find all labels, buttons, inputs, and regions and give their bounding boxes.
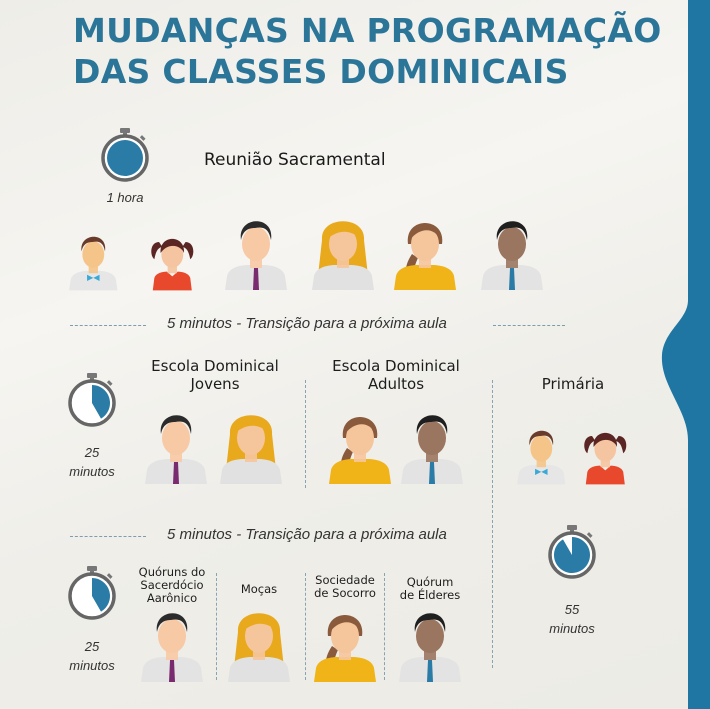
avatar-girl xyxy=(150,238,193,290)
avatar-blonde-woman xyxy=(228,613,290,682)
avatar-brunette-woman xyxy=(314,615,376,682)
avatar-boy xyxy=(516,430,566,484)
block2-time: 25 minutos xyxy=(69,637,115,675)
stopwatch-icon xyxy=(68,373,116,427)
stopwatch-icon xyxy=(101,128,149,182)
avatar-man xyxy=(145,415,207,484)
heading-line: de Élderes xyxy=(399,588,461,602)
stopwatch-fill xyxy=(107,140,143,176)
divider xyxy=(305,380,306,488)
heading-line: Sacerdócio xyxy=(140,578,204,592)
class-heading: Moças xyxy=(241,583,277,596)
divider xyxy=(216,573,217,680)
avatar-man xyxy=(141,613,203,682)
heading-line: Adultos xyxy=(367,375,425,393)
sacramental-time: 1 hora xyxy=(106,190,144,205)
class-heading: Quórum de Élderes xyxy=(400,576,460,602)
page-title: MUDANÇAS NA PROGRAMAÇÃO DAS CLASSES DOMI… xyxy=(73,10,662,92)
avatar-dark-man xyxy=(401,415,463,484)
stopwatch-fill xyxy=(553,537,590,573)
adult-sunday-school-heading: Escola Dominical Adultos xyxy=(332,357,460,393)
class-heading: Quóruns do Sacerdócio Aarônico xyxy=(139,566,206,605)
heading-line: Escola Dominical xyxy=(151,357,279,375)
divider xyxy=(70,536,146,537)
time-unit: minutos xyxy=(69,464,115,479)
title-line-1: MUDANÇAS NA PROGRAMAÇÃO xyxy=(73,11,662,50)
primary-time: 55 minutos xyxy=(549,600,595,638)
youth-sunday-school-heading: Escola Dominical Jovens xyxy=(151,357,279,393)
heading-line: Quórum xyxy=(406,575,454,589)
heading-line: Escola Dominical xyxy=(332,357,460,375)
divider xyxy=(493,325,565,326)
transition-text: 5 minutos - Transição para a próxima aul… xyxy=(167,526,447,543)
stopwatch-icon xyxy=(548,525,596,579)
time-number: 25 xyxy=(84,639,100,654)
time-number: 25 xyxy=(84,445,100,460)
divider xyxy=(305,573,306,680)
class-heading: Sociedade de Socorro xyxy=(314,574,376,600)
avatar-dark-man xyxy=(399,613,461,682)
avatar-boy xyxy=(68,236,118,290)
time-number: 55 xyxy=(564,602,580,617)
time-unit: minutos xyxy=(69,658,115,673)
sacramental-heading: Reunião Sacramental xyxy=(204,150,386,170)
avatar-blonde-woman xyxy=(312,221,374,290)
transition-text: 5 minutos - Transição para a próxima aul… xyxy=(167,315,447,332)
block1-time: 25 minutos xyxy=(69,443,115,481)
avatar-man xyxy=(225,221,287,290)
avatar-brunette-woman xyxy=(394,223,456,290)
heading-line: Aarônico xyxy=(146,591,198,605)
avatar-brunette-woman xyxy=(329,417,391,484)
title-line-2: DAS CLASSES DOMINICAIS xyxy=(73,52,569,91)
stopwatch-icon xyxy=(68,566,116,620)
heading-line: Sociedade xyxy=(315,573,375,587)
heading-line: Quóruns do xyxy=(138,565,206,579)
heading-line: Moças xyxy=(240,582,278,596)
divider xyxy=(492,380,493,668)
avatar-blonde-woman xyxy=(220,415,282,484)
divider xyxy=(384,573,385,680)
primary-heading: Primária xyxy=(541,375,605,393)
heading-line: de Socorro xyxy=(314,586,376,600)
stopwatch-fill xyxy=(92,385,111,419)
avatar-dark-man xyxy=(481,221,543,290)
avatar-girl xyxy=(583,432,626,484)
divider xyxy=(70,325,146,326)
time-unit: minutos xyxy=(549,621,595,636)
stopwatch-fill xyxy=(92,578,111,612)
heading-line: Jovens xyxy=(190,375,240,393)
